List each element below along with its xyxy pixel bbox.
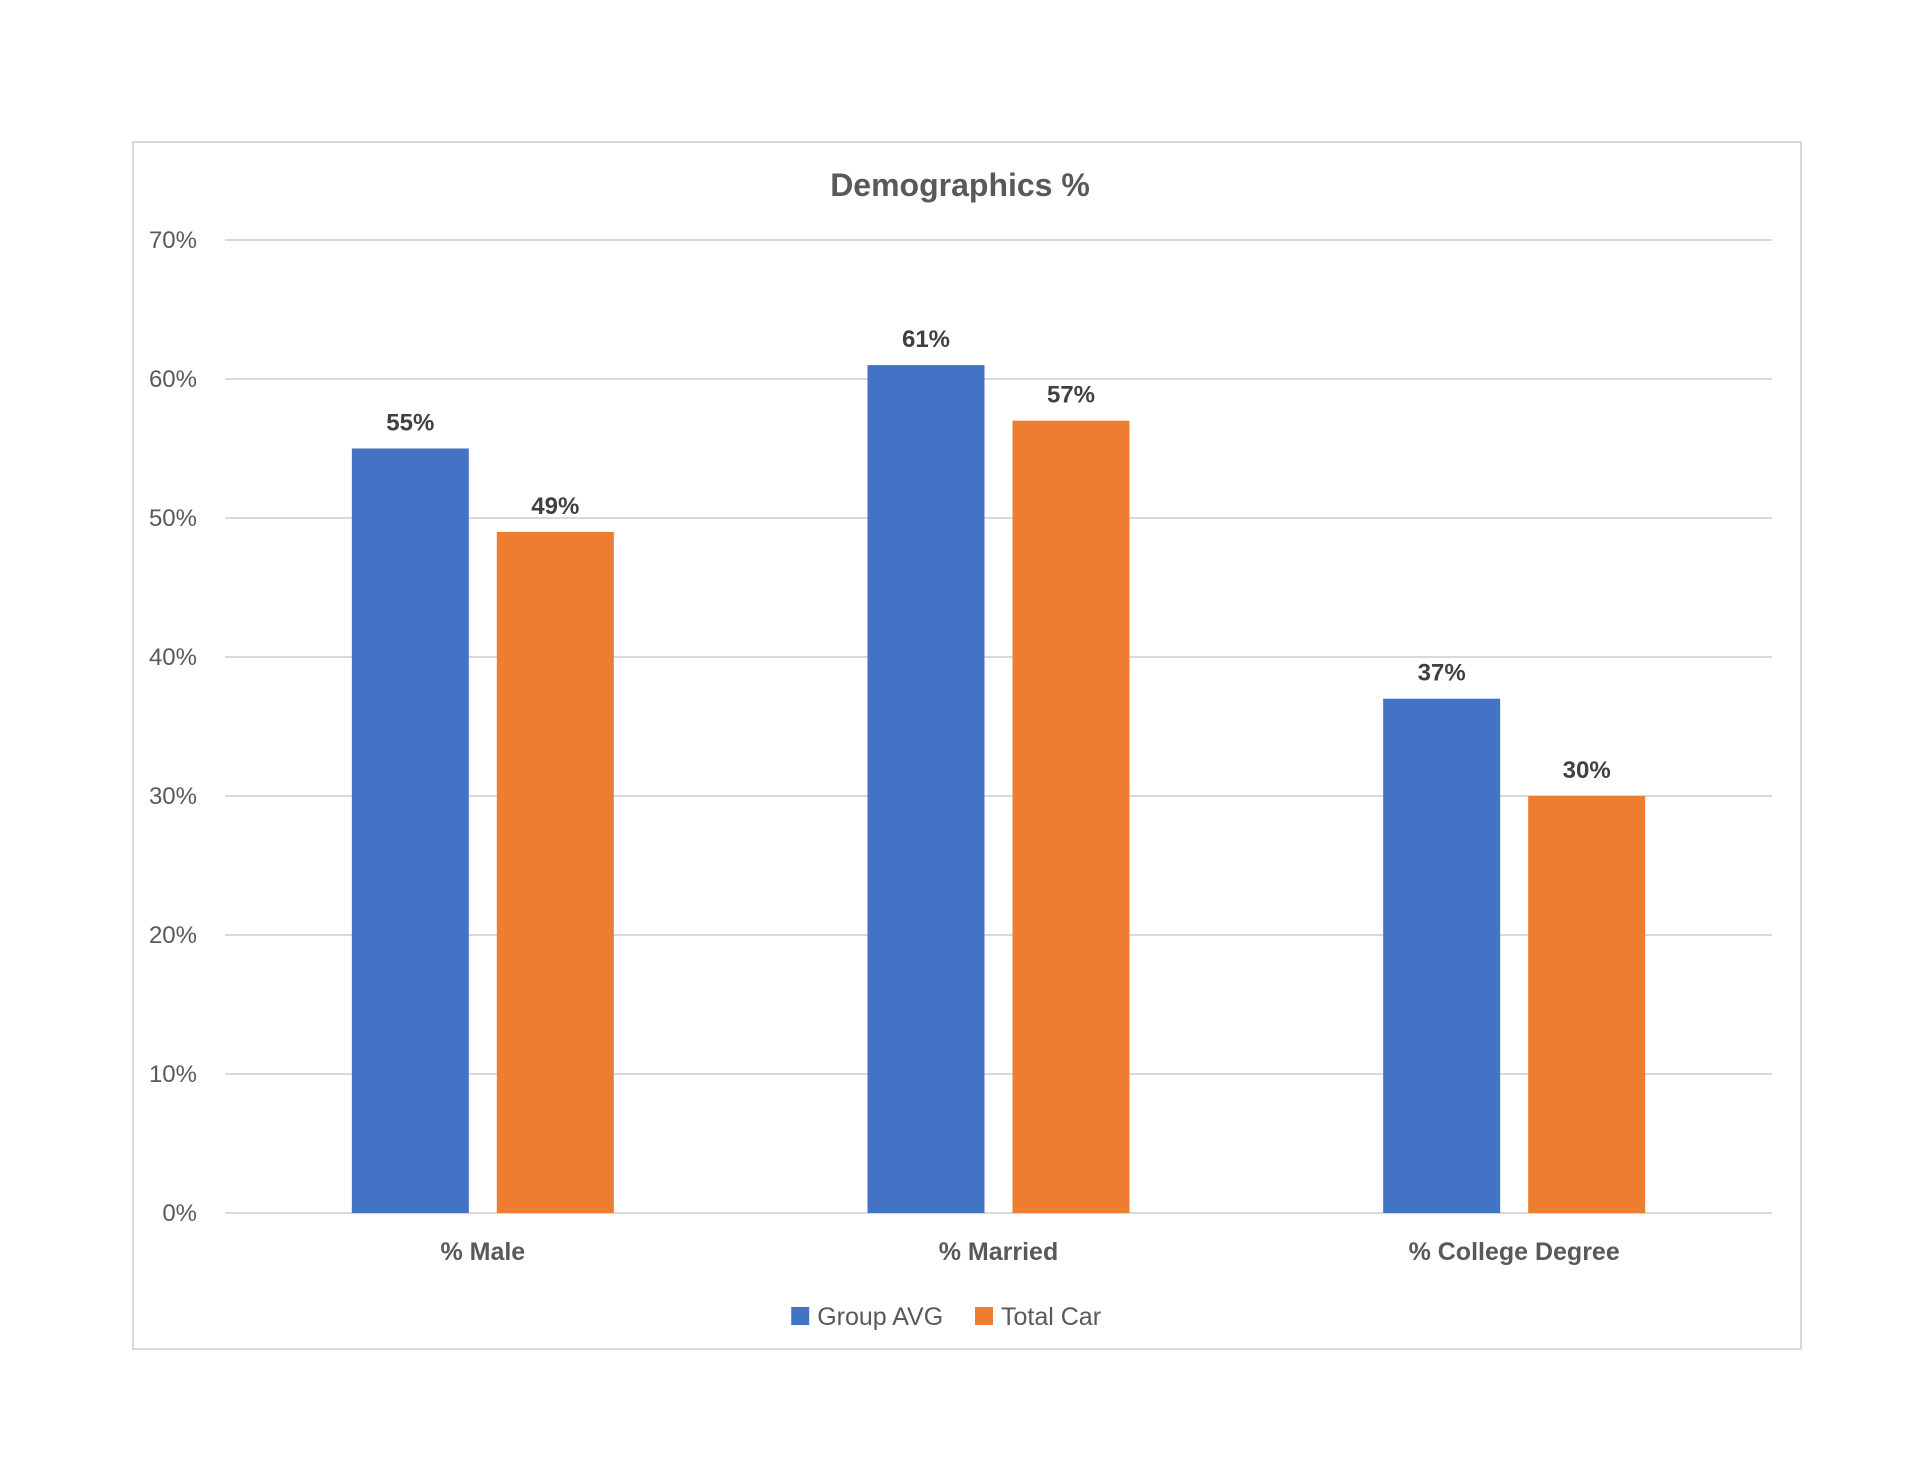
legend-label: Group AVG: [817, 1303, 943, 1331]
data-label: 55%: [386, 410, 434, 437]
data-label: 49%: [531, 493, 579, 520]
data-label: 57%: [1047, 382, 1095, 409]
category-label: % College Degree: [1409, 1238, 1620, 1266]
bar-group-avg: [351, 448, 469, 1213]
legend-label: Total Car: [1001, 1303, 1101, 1331]
bar-total-car: [1528, 796, 1646, 1213]
gridlines: [225, 239, 1772, 1214]
y-tick-label: 20%: [149, 922, 197, 949]
bar-group-avg: [1383, 698, 1501, 1213]
legend-swatch: [975, 1307, 993, 1325]
y-axis-ticks: 0% 10% 20% 30% 40% 50% 60% 70%: [149, 227, 197, 1227]
bars: [351, 365, 1646, 1214]
x-axis-categories: % Male % Married % College Degree: [440, 1238, 1619, 1266]
legend: Group AVG Total Car: [791, 1303, 1101, 1331]
y-tick-label: 40%: [149, 644, 197, 671]
chart-title: Demographics %: [830, 167, 1090, 203]
y-tick-label: 70%: [149, 227, 197, 254]
y-tick-label: 50%: [149, 505, 197, 532]
data-label: 37%: [1418, 660, 1466, 687]
legend-swatch: [791, 1307, 810, 1325]
bar-total-car: [496, 531, 614, 1213]
category-label: % Married: [939, 1238, 1058, 1266]
bar-group-avg: [867, 365, 985, 1214]
y-tick-label: 0%: [162, 1200, 197, 1227]
bar-total-car: [1012, 420, 1130, 1213]
data-labels: 55% 49% 61% 57% 37% 30%: [386, 326, 1610, 784]
y-tick-label: 30%: [149, 783, 197, 810]
y-tick-label: 60%: [149, 366, 197, 393]
data-label: 61%: [902, 326, 950, 353]
y-tick-label: 10%: [149, 1061, 197, 1088]
data-label: 30%: [1563, 757, 1611, 784]
category-label: % Male: [440, 1238, 525, 1266]
